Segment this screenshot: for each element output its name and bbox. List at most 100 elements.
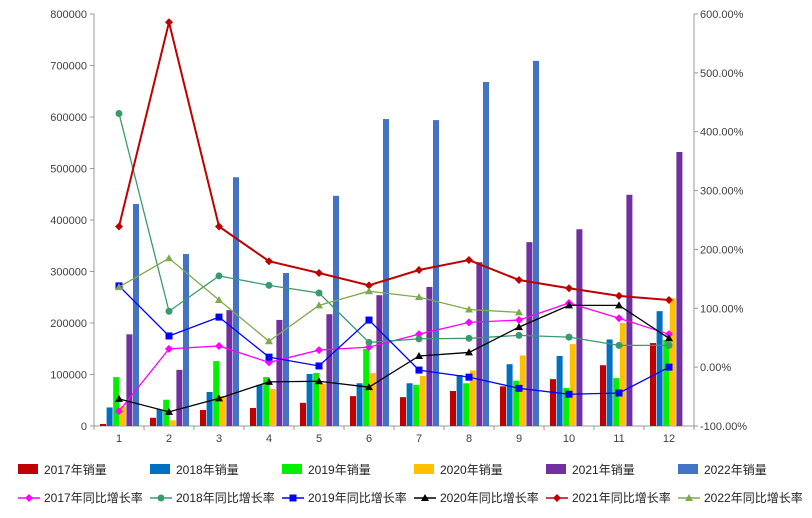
legend-label: 2021年销量 — [572, 463, 635, 477]
bar-2017年销量 — [100, 423, 106, 426]
line-2017年同比增长率 — [118, 302, 670, 412]
point-2020年同比增长率 — [615, 301, 623, 309]
point-2019年同比增长率 — [365, 316, 373, 324]
point-2022年同比增长率 — [315, 301, 323, 309]
bar-2017年销量 — [200, 410, 206, 426]
point-2017年同比增长率 — [315, 346, 323, 355]
bar-2020年销量 — [669, 298, 676, 426]
legend-label: 2022年销量 — [704, 463, 767, 477]
point-2017年同比增长率 — [115, 407, 123, 416]
legend-label: 2018年同比增长率 — [176, 490, 275, 505]
point-2019年同比增长率 — [215, 313, 223, 321]
left-tick-label: 800000 — [50, 9, 87, 21]
left-tick-label: 500000 — [50, 164, 87, 176]
bar-2019年销量 — [463, 383, 470, 426]
point-2019年同比增长率 — [315, 362, 323, 370]
point-2022年同比增长率 — [415, 293, 423, 301]
bar-2019年销量 — [663, 339, 670, 426]
bar-2017年销量 — [350, 396, 356, 426]
bar-2019年销量 — [413, 384, 420, 426]
right-tick-label: 0.00% — [700, 362, 731, 374]
legend-swatch — [18, 464, 38, 474]
x-tick-label: 7 — [416, 433, 422, 445]
point-2018年同比增长率 — [365, 338, 373, 346]
bar-2022年销量 — [333, 195, 339, 426]
bar-2017年销量 — [400, 397, 406, 426]
x-tick-label: 12 — [663, 433, 675, 445]
bar-2020年销量 — [369, 372, 376, 426]
legend-marker — [553, 494, 561, 502]
bar-2022年销量 — [233, 177, 239, 426]
bar-2020年销量 — [319, 383, 326, 426]
legend-label: 2020年销量 — [440, 463, 503, 477]
right-tick-label: 400.00% — [700, 127, 744, 139]
legend-label: 2019年同比增长率 — [308, 490, 407, 505]
right-tick-label: -100.00% — [700, 421, 747, 433]
point-2021年同比增长率 — [365, 281, 373, 290]
bar-2019年销量 — [513, 380, 520, 426]
point-2018年同比增长率 — [465, 334, 473, 342]
legend-swatch — [414, 464, 434, 474]
bar-2017年销量 — [650, 343, 656, 426]
bar-2019年销量 — [313, 372, 320, 426]
point-2022年同比增长率 — [365, 287, 373, 295]
bar-2021年销量 — [426, 286, 433, 426]
legend-label: 2022年同比增长率 — [704, 490, 803, 505]
point-2021年同比增长率 — [515, 276, 523, 285]
point-2020年同比增长率 — [265, 377, 273, 385]
line-2020年同比增长率 — [118, 304, 670, 413]
bar-2018年销量 — [606, 339, 613, 426]
x-tick-label: 3 — [216, 433, 222, 445]
bar-2022年销量 — [483, 81, 489, 426]
bar-2020年销量 — [269, 388, 276, 426]
bar-2018年销量 — [506, 364, 513, 426]
bar-2020年销量 — [169, 420, 176, 426]
right-tick-label: 100.00% — [700, 303, 744, 315]
bar-2020年销量 — [469, 370, 476, 426]
point-2020年同比增长率 — [565, 301, 573, 309]
point-2019年同比增长率 — [265, 353, 273, 361]
point-2020年同比增长率 — [215, 394, 223, 402]
bar-2021年销量 — [276, 319, 283, 426]
bar-2018年销量 — [656, 311, 663, 426]
bar-2017年销量 — [500, 386, 506, 426]
legend-label: 2017年同比增长率 — [44, 490, 143, 505]
left-tick-label: 600000 — [50, 112, 87, 124]
x-tick-label: 6 — [366, 433, 372, 445]
point-2022年同比增长率 — [215, 296, 223, 304]
legend-swatch — [546, 464, 566, 474]
point-2021年同比增长率 — [415, 266, 423, 275]
point-2020年同比增长率 — [415, 351, 423, 359]
point-2020年同比增长率 — [165, 407, 173, 415]
point-2017年同比增长率 — [665, 330, 673, 339]
bar-2021年销量 — [676, 152, 683, 426]
bar-2022年销量 — [133, 204, 139, 426]
legend-swatch — [282, 464, 302, 474]
legend-label: 2020年同比增长率 — [440, 490, 539, 505]
legend-marker — [421, 494, 429, 501]
bar-2021年销量 — [226, 310, 233, 426]
point-2019年同比增长率 — [515, 384, 523, 392]
x-tick-label: 10 — [563, 433, 575, 445]
bar-2020年销量 — [619, 323, 626, 426]
point-2021年同比增长率 — [165, 18, 173, 27]
point-2018年同比增长率 — [615, 341, 623, 349]
point-2020年同比增长率 — [465, 348, 473, 356]
point-2018年同比增长率 — [665, 341, 673, 349]
legend-swatch — [678, 464, 698, 474]
x-tick-label: 5 — [316, 433, 322, 445]
point-2017年同比增长率 — [515, 316, 523, 325]
x-tick-label: 8 — [466, 433, 472, 445]
point-2022年同比增长率 — [515, 308, 523, 316]
point-2017年同比增长率 — [465, 318, 473, 327]
bar-2018年销量 — [156, 409, 163, 426]
bar-2017年销量 — [300, 402, 306, 426]
point-2017年同比增长率 — [215, 341, 223, 350]
left-tick-label: 100000 — [50, 370, 87, 382]
point-2022年同比增长率 — [165, 254, 173, 262]
legend-marker — [685, 494, 693, 501]
bar-2020年销量 — [219, 396, 226, 426]
left-tick-label: 200000 — [50, 318, 87, 330]
point-2021年同比增长率 — [615, 291, 623, 300]
